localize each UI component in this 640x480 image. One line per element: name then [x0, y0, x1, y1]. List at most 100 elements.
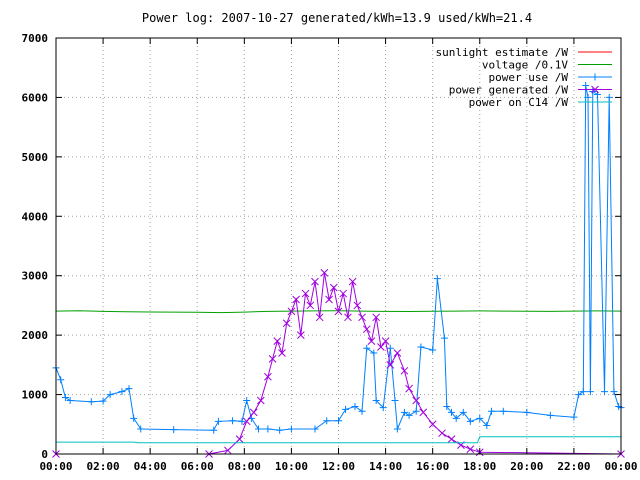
y-tick-label: 0 [41, 448, 48, 461]
data-point [466, 445, 475, 454]
data-point [282, 319, 291, 328]
data-point [224, 446, 232, 455]
data-point [339, 289, 348, 298]
data-point [570, 413, 578, 421]
data-point [296, 331, 305, 339]
data-point [311, 277, 319, 286]
data-point [546, 411, 554, 419]
data-point [582, 82, 590, 90]
x-tick-label: 00:00 [604, 460, 637, 473]
x-tick-label: 22:00 [557, 460, 590, 473]
data-point [363, 344, 371, 352]
data-point [429, 346, 437, 354]
data-point [264, 372, 272, 381]
x-tick-label: 06:00 [181, 460, 214, 473]
data-point [229, 417, 237, 425]
data-point [438, 429, 446, 438]
data-point [466, 417, 474, 425]
data-point [358, 313, 366, 322]
data-point [125, 385, 133, 393]
data-point [412, 396, 421, 405]
plot-frame [55, 37, 622, 455]
data-point [412, 407, 420, 415]
y-tick-label: 2000 [22, 329, 49, 342]
data-point [381, 337, 390, 345]
x-tick-label: 10:00 [275, 460, 308, 473]
data-point [87, 398, 95, 406]
data-point [242, 417, 251, 426]
x-tick-label: 12:00 [322, 460, 355, 473]
data-point [452, 414, 460, 422]
data-point [448, 408, 455, 416]
data-point [57, 376, 65, 384]
data-point [391, 397, 399, 405]
data-point [287, 307, 296, 316]
data-point [278, 349, 286, 357]
data-point [256, 396, 265, 405]
data-point [610, 388, 618, 396]
data-point [311, 425, 319, 433]
data-point [362, 325, 371, 334]
data-point [335, 417, 342, 425]
data-point [405, 384, 413, 393]
data-point [367, 337, 376, 345]
data-point [372, 397, 380, 405]
data-point [393, 349, 402, 357]
x-tick-label: 00:00 [39, 460, 72, 473]
data-point [428, 420, 437, 429]
y-tick-label: 6000 [22, 91, 49, 104]
data-point [591, 85, 599, 94]
data-point [249, 408, 258, 417]
data-point [210, 426, 218, 434]
data-point [386, 361, 395, 369]
legend-entry: power generated /W [449, 84, 569, 97]
data-point [214, 417, 222, 425]
series-line [56, 436, 621, 444]
legend-entry: voltage /0.1V [482, 59, 568, 72]
grid [56, 38, 621, 454]
data-point [443, 402, 451, 410]
x-tick-label: 20:00 [510, 460, 543, 473]
data-point [320, 268, 329, 277]
data-point [325, 295, 333, 304]
x-tick-label: 08:00 [228, 460, 261, 473]
data-point [386, 344, 394, 352]
data-point [292, 295, 300, 304]
data-point [476, 414, 484, 422]
data-point [264, 425, 272, 433]
data-point [306, 301, 315, 310]
series-line [56, 272, 622, 455]
data-point [268, 355, 277, 363]
data-point [584, 93, 592, 101]
legend-entry: sunlight estimate /W [436, 46, 569, 59]
y-tick-label: 5000 [22, 151, 49, 164]
data-point [329, 283, 338, 292]
data-point [523, 408, 531, 416]
y-tick-label: 1000 [22, 389, 49, 402]
data-point [440, 334, 448, 342]
data-point [459, 408, 467, 416]
legend-entry: power on C14 /W [469, 96, 569, 109]
x-tick-label: 16:00 [416, 460, 449, 473]
data-point [601, 388, 609, 396]
data-point [137, 425, 145, 433]
data-point [243, 397, 251, 405]
data-point [130, 414, 138, 422]
data-point [66, 397, 74, 405]
data-point [315, 313, 324, 322]
axes: 0 1000 2000 3000 4000 5000 6000 7000 00:00 02:00 0… [22, 32, 638, 473]
data-point [106, 391, 114, 399]
chart-title: Power log: 2007-10-27 generated/kWh=13.9… [142, 11, 532, 25]
data-point [586, 388, 594, 396]
data-point [419, 408, 428, 417]
data-point [379, 404, 387, 412]
data-point [393, 425, 401, 433]
x-tick-label: 02:00 [87, 460, 120, 473]
data-point [235, 435, 244, 443]
legend-entry: power use /W [489, 71, 569, 84]
series-4 [56, 436, 621, 444]
data-point [353, 301, 362, 310]
data-point [99, 397, 107, 405]
